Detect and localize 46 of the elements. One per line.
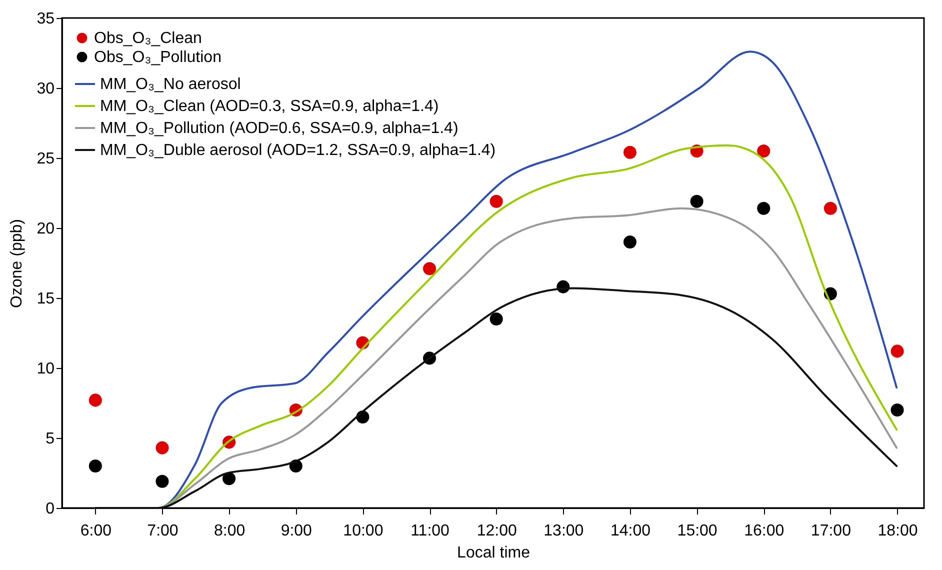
point: [690, 194, 704, 208]
point: [890, 403, 904, 417]
y-tick-label: 30: [36, 80, 55, 98]
point: [490, 194, 503, 208]
x-tick-label: 13:00: [544, 522, 584, 540]
y-tick-label: 20: [36, 220, 55, 238]
legend-label: MM_O₃_No aerosol: [100, 76, 241, 93]
point: [88, 394, 102, 407]
point: [156, 474, 169, 488]
y-tick-label: 15: [36, 290, 55, 308]
x-tick-label: 7:00: [147, 522, 178, 540]
legend-label: MM_O₃_Clean (AOD=0.3, SSA=0.9, alpha=1.4): [100, 98, 439, 115]
point: [757, 202, 770, 215]
x-tick-label: 16:00: [744, 522, 784, 540]
x-axis-title: Local time: [457, 544, 530, 562]
y-tick-label: 10: [36, 360, 55, 378]
x-tick-label: 14:00: [610, 522, 651, 540]
point: [824, 202, 837, 215]
x-tick-label: 18:00: [878, 522, 918, 540]
x-tick-label: 10:00: [343, 522, 384, 540]
y-tick-label: 0: [46, 500, 55, 518]
y-tick-label: 35: [36, 10, 55, 28]
x-tick-label: 17:00: [810, 522, 852, 540]
point: [890, 344, 904, 358]
y-tick-label: 5: [46, 430, 55, 448]
x-tick-label: 6:00: [80, 522, 112, 540]
y-axis-title: Ozone (ppb): [8, 219, 26, 308]
legend-label: Obs_O₃_Clean: [94, 30, 202, 47]
point: [490, 312, 503, 326]
point: [423, 262, 436, 276]
x-tick-label: 15:00: [677, 522, 718, 540]
x-tick-label: 8:00: [214, 522, 246, 540]
x-tick-label: 12:00: [476, 522, 517, 540]
legend-label: Obs_O₃_Pollution: [94, 49, 222, 66]
x-tick-label: 11:00: [410, 522, 450, 540]
x-tick-label: 9:00: [280, 522, 312, 540]
point: [222, 472, 236, 486]
legend-label: MM_O₃_Pollution (AOD=0.6, SSA=0.9, alpha=1.4): [100, 120, 458, 137]
point: [757, 144, 770, 158]
point: [156, 441, 169, 454]
legend-label: MM_O₃_Duble aerosol (AOD=1.2, SSA=0.9, alpha=1.4): [100, 142, 496, 159]
point: [88, 459, 102, 473]
y-tick-label: 25: [36, 150, 55, 168]
point: [623, 146, 637, 159]
line-series: [94, 287, 898, 509]
point: [623, 235, 637, 249]
